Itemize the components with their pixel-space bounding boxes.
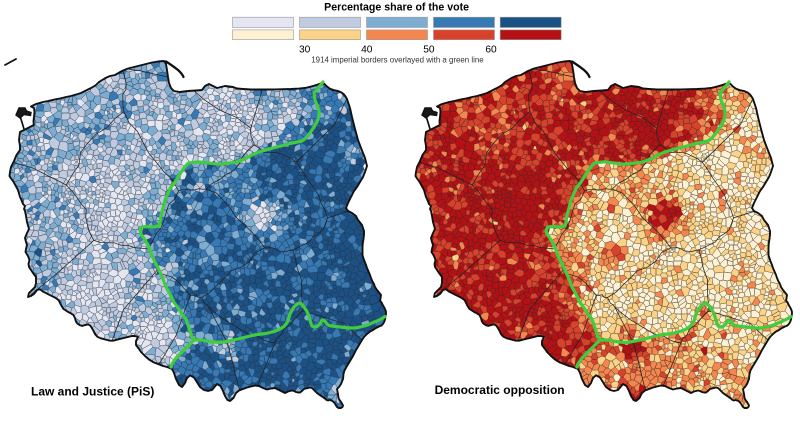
- svg-text:50: 50: [423, 45, 435, 56]
- svg-text:Democratic opposition: Democratic opposition: [435, 383, 565, 397]
- svg-text:Percentage share of the vote: Percentage share of the vote: [324, 1, 469, 13]
- svg-text:Law and Justice (PiS): Law and Justice (PiS): [31, 385, 154, 399]
- svg-text:30: 30: [299, 45, 311, 56]
- svg-text:1914 imperial borders overlaye: 1914 imperial borders overlayed with a g…: [311, 56, 484, 65]
- svg-text:40: 40: [361, 45, 373, 56]
- svg-text:60: 60: [485, 45, 497, 56]
